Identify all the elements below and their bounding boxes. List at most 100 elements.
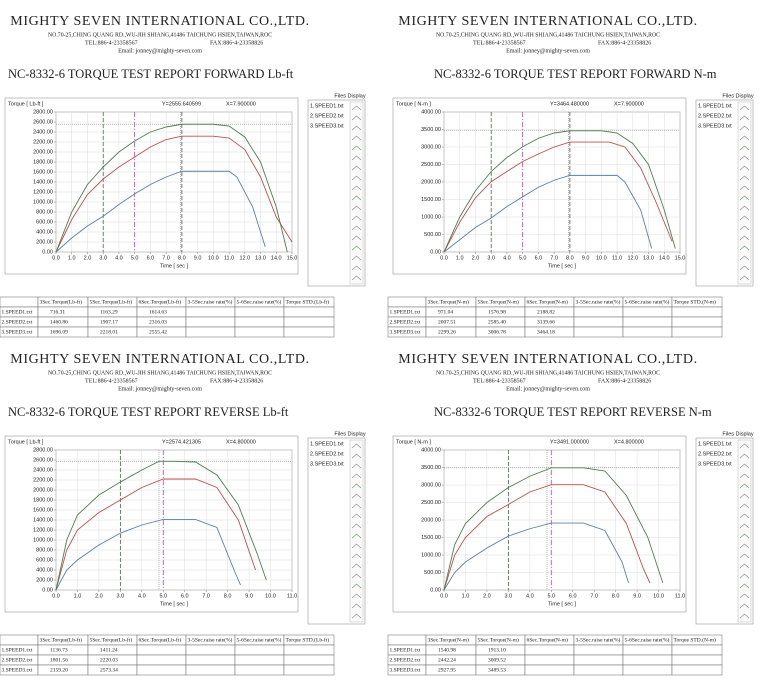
company-address: NO.70-25,CHING QUANG RD.,WU-JIH SHIANG,4… xyxy=(48,370,272,376)
legend-title: Files Display xyxy=(722,93,753,99)
chevron-icon xyxy=(739,473,750,479)
table-cell xyxy=(185,644,236,656)
row-label: 2.SPEED2.txt xyxy=(2,319,33,325)
table-header: Torque STD.(N-m) xyxy=(674,636,717,643)
report-panel: MIGHTY SEVEN INTERNATIONAL CO.,LTD. NO.70… xyxy=(0,14,366,338)
x-tick-label: 0.0 xyxy=(52,593,60,599)
company-address: NO.70-25,CHING QUANG RD.,WU-JIH SHIANG,4… xyxy=(436,370,660,376)
table-value: 3464.18 xyxy=(537,329,555,335)
table-value: 2927.95 xyxy=(438,667,456,673)
chevron-icon xyxy=(739,513,750,519)
x-tick-label: 8.0 xyxy=(224,593,232,599)
table-value: 2188.82 xyxy=(537,309,555,315)
cursor-x-label: X=4.800000 xyxy=(614,439,644,445)
table-cell xyxy=(234,644,285,656)
table-header: 5Sec.Torque(Lb-ft) xyxy=(90,636,133,643)
chevron-icon xyxy=(739,145,750,151)
x-tick-label: 10.0 xyxy=(208,255,219,261)
table-value: 2442.24 xyxy=(438,657,456,663)
company-tel: TEL:886-4-23358567 xyxy=(85,378,138,384)
x-axis-label: Time [ sec ] xyxy=(160,601,189,607)
x-axis-label: Time [ sec ] xyxy=(160,263,189,269)
table-value: 3139.66 xyxy=(537,319,555,325)
table-cell xyxy=(622,326,673,338)
y-axis-label: Torque [ Lb-ft ] xyxy=(8,101,44,107)
chevron-icon xyxy=(739,245,750,251)
table-header: 5Sec.Torque(N-m) xyxy=(478,636,519,643)
table-value: 2316.03 xyxy=(149,319,167,325)
y-tick-label: 400.00 xyxy=(36,229,53,235)
scroll-column xyxy=(737,439,752,623)
table-header: 5Sec.Torque(N-m) xyxy=(478,298,519,305)
y-tick-label: 2200.00 xyxy=(33,477,53,483)
x-tick-label: 12.0 xyxy=(627,255,638,261)
y-tick-label: 600.00 xyxy=(36,557,53,563)
table-cell xyxy=(283,654,335,666)
legend-entry: 1.SPEED1.txt xyxy=(310,103,344,109)
chevron-icon xyxy=(351,543,362,549)
y-tick-label: 1000.00 xyxy=(421,214,441,220)
table-value: 3009.52 xyxy=(488,657,506,663)
company-fax: FAX:886-4-23358826 xyxy=(210,378,263,384)
chevron-icon xyxy=(351,215,362,221)
table-value: 716.31 xyxy=(50,309,65,315)
legend-title: Files Display xyxy=(334,431,365,437)
chevron-icon xyxy=(351,205,362,211)
legend-entry: 3.SPEED3.txt xyxy=(310,461,344,467)
chevron-icon xyxy=(739,533,750,539)
chevron-icon xyxy=(351,115,362,121)
table-cell xyxy=(573,326,624,338)
y-tick-label: 1000.00 xyxy=(33,199,53,205)
table-cell xyxy=(234,664,285,676)
table-value: 1540.98 xyxy=(438,647,456,653)
table-cell xyxy=(573,654,624,666)
table-header: 5Sec.Torque(Lb-ft) xyxy=(90,298,133,305)
table-cell xyxy=(524,654,575,666)
table-value: 2007.51 xyxy=(438,319,456,325)
legend-entry: 1.SPEED1.txt xyxy=(310,441,344,447)
x-tick-label: 3.0 xyxy=(505,593,513,599)
company-email: Email: jonney@mighty-seven.com xyxy=(506,48,590,54)
x-axis-label: Time [ sec ] xyxy=(548,263,577,269)
y-tick-label: 2500.00 xyxy=(421,162,441,168)
company-name: MIGHTY SEVEN INTERNATIONAL CO.,LTD. xyxy=(10,14,309,29)
cursor-x-label: X=4.800000 xyxy=(226,439,256,445)
x-tick-label: 13.0 xyxy=(255,255,266,261)
table-cell xyxy=(671,316,723,328)
torque-curve xyxy=(443,141,673,253)
company-email: Email: jonney@mighty-seven.com xyxy=(506,386,590,392)
chevron-icon xyxy=(739,523,750,529)
torque-curve xyxy=(55,478,256,591)
torque-curve xyxy=(55,519,241,591)
x-tick-label: 9.0 xyxy=(245,593,253,599)
table-cell xyxy=(573,316,624,328)
chevron-icon xyxy=(351,613,362,619)
y-tick-label: 2800.00 xyxy=(33,447,53,453)
company-tel: TEL:886-4-23358567 xyxy=(85,40,138,46)
x-tick-label: 11.0 xyxy=(612,255,622,261)
chevron-icon xyxy=(351,473,362,479)
table-value: 2299.26 xyxy=(438,329,456,335)
table-cell xyxy=(136,654,187,666)
table-cell xyxy=(234,654,285,666)
chevron-icon xyxy=(739,553,750,559)
y-tick-label: 2000.00 xyxy=(421,517,441,523)
row-label: 2.SPEED2.txt xyxy=(390,319,421,325)
company-fax: FAX:886-4-23358826 xyxy=(210,40,263,46)
y-tick-label: 2000.00 xyxy=(33,487,53,493)
y-tick-label: 600.00 xyxy=(36,219,53,225)
chevron-icon xyxy=(739,115,750,121)
y-tick-label: 4000.00 xyxy=(421,109,441,115)
y-tick-label: 200.00 xyxy=(36,239,53,245)
chevron-icon xyxy=(351,145,362,151)
table-value: 3006.78 xyxy=(488,329,506,335)
company-name: MIGHTY SEVEN INTERNATIONAL CO.,LTD. xyxy=(10,352,309,367)
torque-curve xyxy=(443,484,651,591)
y-tick-label: 1800.00 xyxy=(33,159,53,165)
row-label: 3.SPEED3.txt xyxy=(2,667,33,673)
x-tick-label: 14.0 xyxy=(271,255,282,261)
legend-entry: 1.SPEED1.txt xyxy=(698,103,732,109)
chevron-icon xyxy=(351,573,362,579)
chevron-icon xyxy=(351,533,362,539)
